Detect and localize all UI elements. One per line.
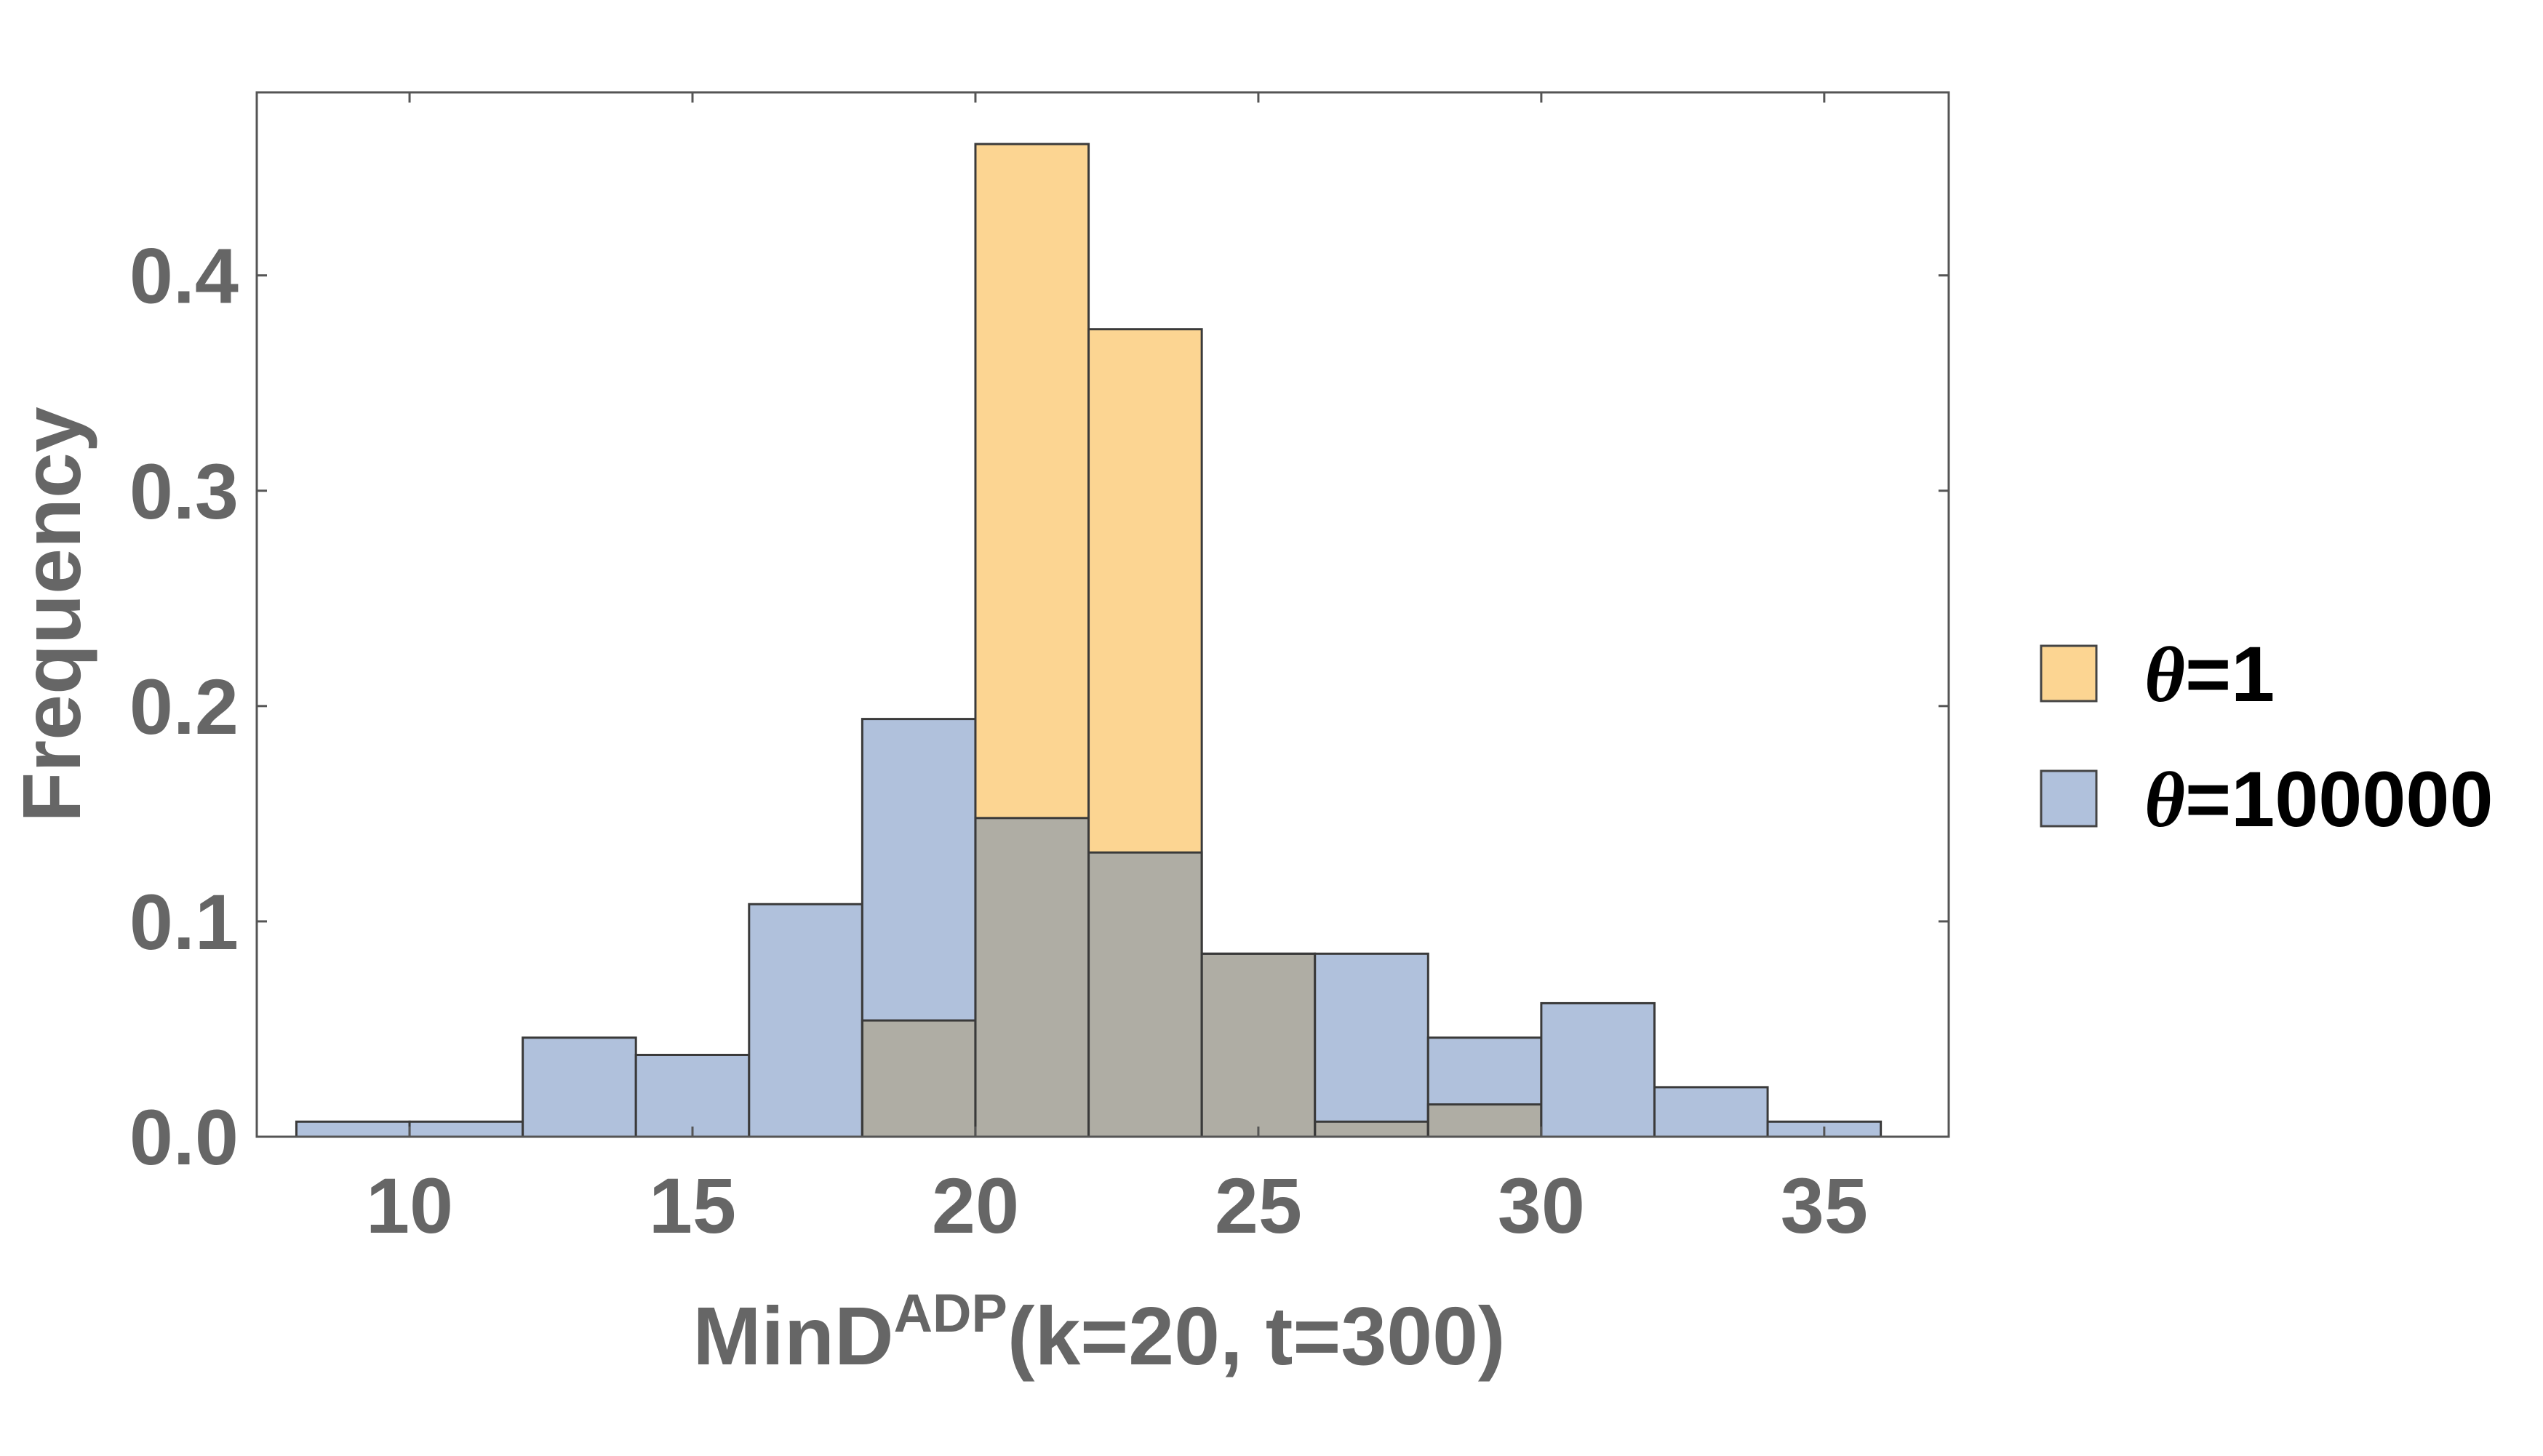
x-tick-label: 30 bbox=[1498, 1161, 1585, 1249]
bar-theta-100000-excess-bin-30 bbox=[1541, 1003, 1655, 1137]
legend-swatch-theta-1 bbox=[2040, 644, 2098, 703]
legend-label-theta-1: θ=1 bbox=[2144, 630, 2275, 719]
bar-theta-1-excess-bin-22 bbox=[1088, 329, 1202, 853]
bar-theta-100000-excess-bin-16 bbox=[748, 904, 863, 1137]
x-tick-label: 25 bbox=[1215, 1161, 1302, 1249]
bar-theta-100000-excess-bin-26 bbox=[1314, 953, 1429, 1122]
bar-theta-1-excess-bin-20 bbox=[975, 144, 1089, 818]
plot-frame bbox=[255, 91, 1950, 1138]
legend-label-theta-100000: θ=100000 bbox=[2144, 755, 2494, 844]
y-tick-label: 0.4 bbox=[129, 232, 239, 320]
bar-overlap-bin-22 bbox=[1088, 852, 1202, 1137]
bar-theta-100000-excess-bin-28 bbox=[1428, 1037, 1541, 1105]
x-axis-title-superscript: ADP bbox=[894, 1283, 1007, 1343]
bar-theta-100000-excess-bin-18 bbox=[862, 719, 975, 1021]
x-tick-label: 35 bbox=[1781, 1161, 1868, 1249]
bar-overlap-bin-24 bbox=[1202, 953, 1315, 1137]
x-axis-ticks: 10 15 20 25 30 35 bbox=[366, 92, 1868, 1249]
y-axis-title: Frequency bbox=[6, 407, 97, 823]
x-axis-title-main: MinD bbox=[692, 1290, 893, 1382]
legend-value: =100000 bbox=[2185, 755, 2493, 843]
bar-overlap-bin-18 bbox=[862, 1020, 975, 1137]
bar-overlap-bin-26 bbox=[1314, 1121, 1429, 1137]
legend: θ=1θ=100000 bbox=[2040, 630, 2494, 844]
bar-overlap-bin-28 bbox=[1428, 1104, 1541, 1137]
x-axis-title: MinDADP(k=20, t=300) bbox=[692, 1283, 1505, 1382]
legend-theta-symbol: θ bbox=[2144, 632, 2185, 719]
bar-theta-100000-excess-bin-10 bbox=[410, 1121, 523, 1137]
y-tick-label: 0.2 bbox=[129, 663, 239, 751]
plot-area bbox=[255, 91, 1950, 1138]
y-tick-label: 0.0 bbox=[129, 1093, 239, 1181]
bar-theta-100000-excess-bin-32 bbox=[1654, 1087, 1768, 1137]
y-axis-ticks: 0.0 0.1 0.2 0.3 0.4 bbox=[129, 232, 1949, 1181]
y-tick-label: 0.1 bbox=[129, 878, 239, 966]
x-tick-label: 15 bbox=[649, 1161, 736, 1249]
bar-theta-100000-excess-bin-12 bbox=[522, 1037, 636, 1137]
bar-theta-100000-excess-bin-8 bbox=[296, 1121, 410, 1137]
x-tick-label: 10 bbox=[366, 1161, 453, 1249]
x-axis-title-suffix: (k=20, t=300) bbox=[1007, 1290, 1506, 1382]
legend-theta-symbol: θ bbox=[2144, 757, 2185, 844]
bar-overlap-bin-20 bbox=[975, 817, 1089, 1137]
bar-theta-100000-excess-bin-14 bbox=[636, 1055, 749, 1137]
legend-swatch-theta-100000 bbox=[2040, 769, 2098, 828]
y-tick-label: 0.3 bbox=[129, 447, 239, 535]
x-tick-label: 20 bbox=[932, 1161, 1019, 1249]
legend-value: =1 bbox=[2185, 630, 2275, 718]
